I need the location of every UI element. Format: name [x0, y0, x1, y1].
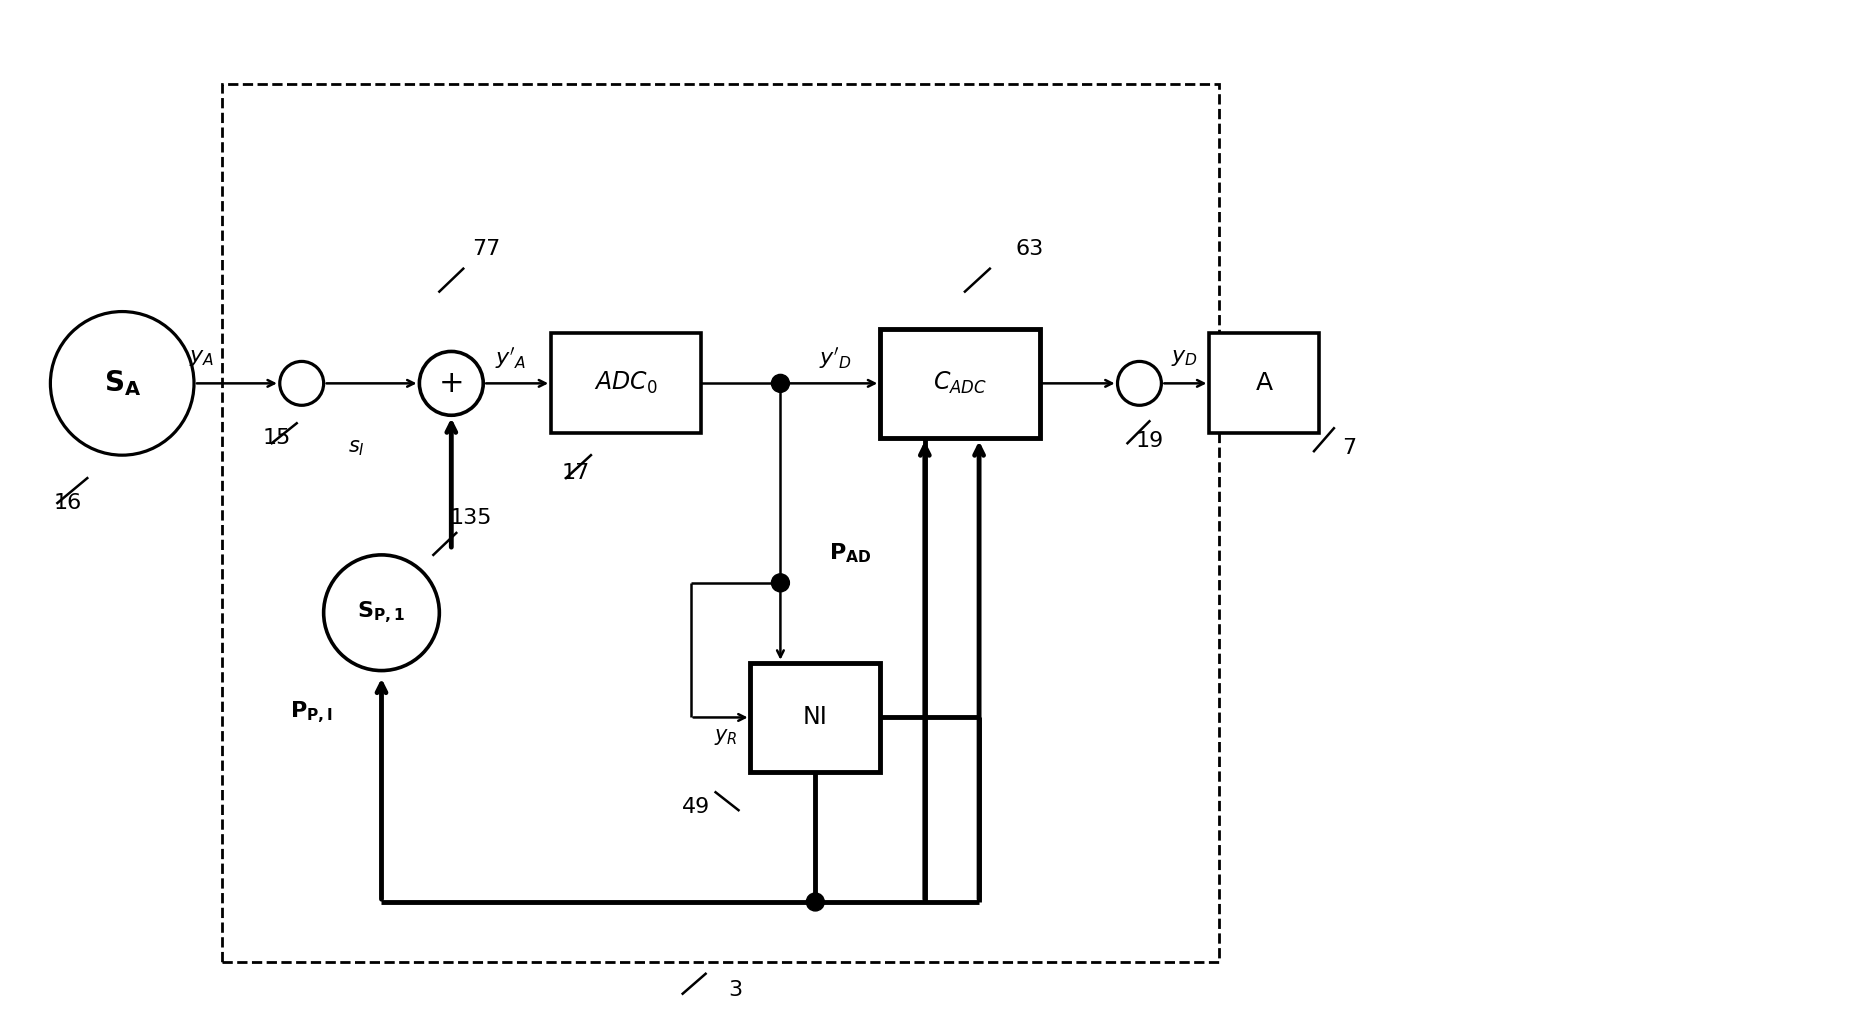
- Circle shape: [419, 351, 483, 415]
- Text: $y_D$: $y_D$: [1171, 348, 1197, 369]
- Text: $\mathbf{P_{P,I}}$: $\mathbf{P_{P,I}}$: [290, 699, 333, 725]
- Text: 49: 49: [681, 797, 709, 817]
- Circle shape: [324, 555, 440, 670]
- Text: A: A: [1255, 371, 1272, 396]
- FancyBboxPatch shape: [1209, 334, 1319, 433]
- FancyBboxPatch shape: [750, 662, 879, 773]
- Text: $\mathbf{S_A}$: $\mathbf{S_A}$: [103, 369, 140, 399]
- Text: 63: 63: [1016, 239, 1044, 258]
- Text: $C_{ADC}$: $C_{ADC}$: [934, 370, 986, 397]
- Text: +: +: [438, 369, 464, 398]
- Text: $y_A$: $y_A$: [189, 348, 215, 369]
- Text: 16: 16: [52, 493, 82, 513]
- Text: $ADC_0$: $ADC_0$: [595, 370, 657, 397]
- Text: 7: 7: [1342, 438, 1356, 459]
- FancyBboxPatch shape: [552, 334, 700, 433]
- Circle shape: [771, 574, 790, 592]
- Circle shape: [51, 312, 195, 456]
- Circle shape: [281, 362, 324, 405]
- FancyBboxPatch shape: [879, 328, 1040, 438]
- Text: NI: NI: [803, 706, 827, 729]
- Text: 3: 3: [728, 979, 743, 1000]
- Text: $\mathbf{P_{AD}}$: $\mathbf{P_{AD}}$: [829, 541, 872, 565]
- Circle shape: [771, 374, 790, 393]
- Text: 135: 135: [451, 508, 492, 528]
- Text: $s_I$: $s_I$: [348, 438, 365, 459]
- Text: 15: 15: [262, 429, 292, 448]
- Text: $y'_A$: $y'_A$: [496, 346, 528, 371]
- Circle shape: [806, 893, 825, 911]
- Text: $\mathbf{S_{P,1}}$: $\mathbf{S_{P,1}}$: [357, 600, 406, 626]
- Text: $y_R$: $y_R$: [713, 727, 737, 748]
- Text: $y'_D$: $y'_D$: [819, 346, 851, 371]
- Text: 17: 17: [561, 463, 589, 483]
- Circle shape: [1117, 362, 1162, 405]
- Text: 77: 77: [471, 239, 500, 258]
- Text: 19: 19: [1136, 431, 1164, 451]
